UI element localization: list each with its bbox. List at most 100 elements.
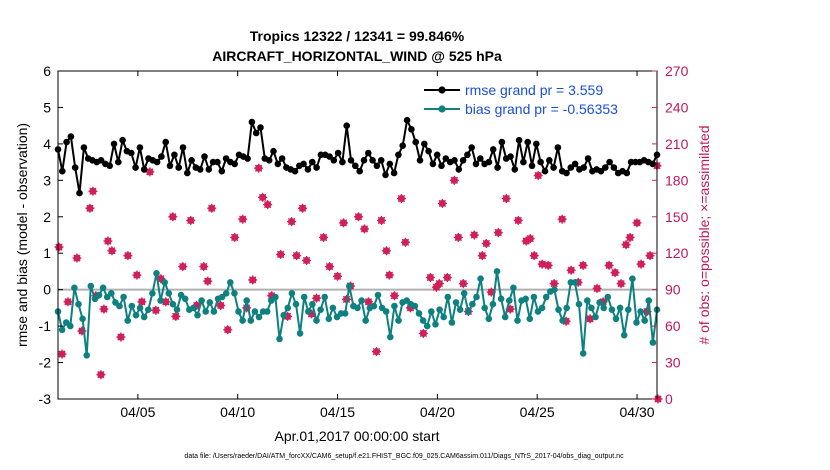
obs-marker-ray bbox=[259, 193, 267, 201]
rmse-point bbox=[403, 116, 411, 124]
obs-count-marker bbox=[88, 186, 98, 196]
obs-marker-ray bbox=[514, 216, 522, 225]
bias-point bbox=[161, 279, 168, 286]
bias-point bbox=[423, 322, 431, 330]
y-tick-label: -3 bbox=[39, 391, 52, 407]
obs-marker-ray bbox=[372, 347, 381, 356]
bias-point bbox=[387, 333, 394, 341]
bias-point bbox=[87, 282, 95, 290]
obs-count-marker bbox=[371, 347, 381, 357]
obs-marker-ray bbox=[157, 275, 165, 283]
obs-count-marker bbox=[501, 194, 511, 204]
obs-count-marker bbox=[123, 251, 133, 261]
y-tick-label: 1 bbox=[43, 245, 51, 261]
obs-count-marker bbox=[132, 270, 142, 280]
obs-count-marker bbox=[469, 230, 479, 240]
bias-point bbox=[276, 335, 283, 343]
bias-point bbox=[354, 304, 361, 312]
x-tick-label: 04/05 bbox=[120, 404, 155, 420]
obs-count-marker bbox=[178, 262, 188, 272]
obs-count-marker bbox=[151, 305, 161, 315]
bias-point bbox=[169, 300, 177, 308]
obs-marker-ray bbox=[231, 233, 239, 242]
bias-point bbox=[485, 315, 493, 323]
rmse-point bbox=[386, 160, 394, 168]
x-axis-label: Apr.01,2017 00:00:00 start bbox=[274, 428, 439, 444]
obs-marker-ray bbox=[470, 231, 478, 239]
y-tick-label: 5 bbox=[43, 99, 51, 115]
bias-point bbox=[473, 293, 480, 301]
bias-point bbox=[592, 313, 599, 321]
bias-point bbox=[145, 306, 152, 314]
rmse-point bbox=[373, 162, 381, 170]
legend-bias-label: bias grand pr = -0.56353 bbox=[465, 101, 618, 117]
obs-marker-ray bbox=[264, 200, 272, 209]
rmse-point bbox=[334, 149, 342, 157]
obs-marker-ray bbox=[534, 171, 542, 180]
obs-count-marker bbox=[171, 311, 181, 321]
bias-point bbox=[411, 302, 419, 310]
obs-marker-ray bbox=[364, 298, 373, 306]
obs-count-marker bbox=[437, 198, 447, 208]
plot-area bbox=[54, 116, 663, 404]
x-tick-label: 04/15 bbox=[320, 404, 355, 420]
rmse-point bbox=[171, 151, 178, 159]
obs-count-marker bbox=[566, 265, 576, 275]
obs-count-marker bbox=[287, 217, 297, 227]
obs-marker-ray bbox=[200, 262, 208, 271]
bias-point bbox=[346, 282, 353, 290]
obs-marker-ray bbox=[401, 238, 410, 246]
obs-count-marker bbox=[223, 325, 233, 335]
obs-marker-ray bbox=[302, 256, 311, 265]
rmse-point bbox=[248, 118, 256, 126]
bias-point bbox=[604, 293, 612, 301]
bias-point bbox=[288, 290, 296, 297]
obs-marker-ray bbox=[204, 277, 212, 285]
bias-point bbox=[292, 300, 300, 308]
obs-count-marker bbox=[298, 203, 308, 213]
obs-marker-ray bbox=[224, 326, 232, 334]
rmse-point bbox=[399, 142, 407, 149]
rmse-point bbox=[309, 158, 316, 166]
obs-marker-ray bbox=[579, 261, 587, 270]
obs-count-marker bbox=[458, 279, 468, 289]
obs-count-marker bbox=[384, 270, 394, 280]
rmse-point bbox=[158, 153, 165, 160]
obs-marker-ray bbox=[239, 215, 247, 223]
bias-point bbox=[625, 306, 632, 314]
bias-point bbox=[116, 302, 123, 310]
obs-marker-ray bbox=[397, 194, 406, 203]
bias-point bbox=[620, 331, 628, 339]
rmse-point bbox=[623, 169, 631, 177]
obs-marker-ray bbox=[354, 213, 363, 221]
rmse-point bbox=[390, 169, 398, 177]
obs-count-marker bbox=[400, 237, 410, 247]
bias-point bbox=[629, 275, 636, 283]
chart-title-line2: AIRCRAFT_HORIZONTAL_WIND @ 525 hPa bbox=[212, 48, 502, 64]
bias-point bbox=[280, 311, 288, 319]
obs-marker-ray bbox=[298, 204, 307, 212]
obs-marker-ray bbox=[117, 333, 125, 341]
rmse-point bbox=[313, 164, 320, 171]
obs-count-marker bbox=[107, 246, 117, 256]
bias-point bbox=[309, 300, 316, 308]
legend-rmse-label: rmse grand pr = 3.559 bbox=[465, 82, 603, 98]
bias-point bbox=[538, 304, 546, 312]
bias-point bbox=[272, 293, 279, 301]
bias-point bbox=[370, 302, 378, 310]
obs-count-marker bbox=[396, 194, 406, 204]
rmse-point bbox=[291, 167, 299, 175]
rmse-point bbox=[365, 149, 372, 157]
obs-marker-ray bbox=[438, 199, 446, 208]
bias-point bbox=[608, 306, 616, 314]
bias-point bbox=[522, 295, 529, 303]
obs-count-marker bbox=[63, 297, 73, 307]
bias-point bbox=[251, 308, 259, 315]
rmse-point bbox=[524, 138, 531, 146]
bias-point bbox=[588, 304, 595, 312]
rmse-point bbox=[214, 158, 221, 166]
obs-marker-ray bbox=[567, 266, 575, 274]
y-tick-label: 3 bbox=[43, 172, 51, 188]
y-tick-label: -1 bbox=[39, 318, 52, 334]
bias-point bbox=[124, 317, 131, 324]
